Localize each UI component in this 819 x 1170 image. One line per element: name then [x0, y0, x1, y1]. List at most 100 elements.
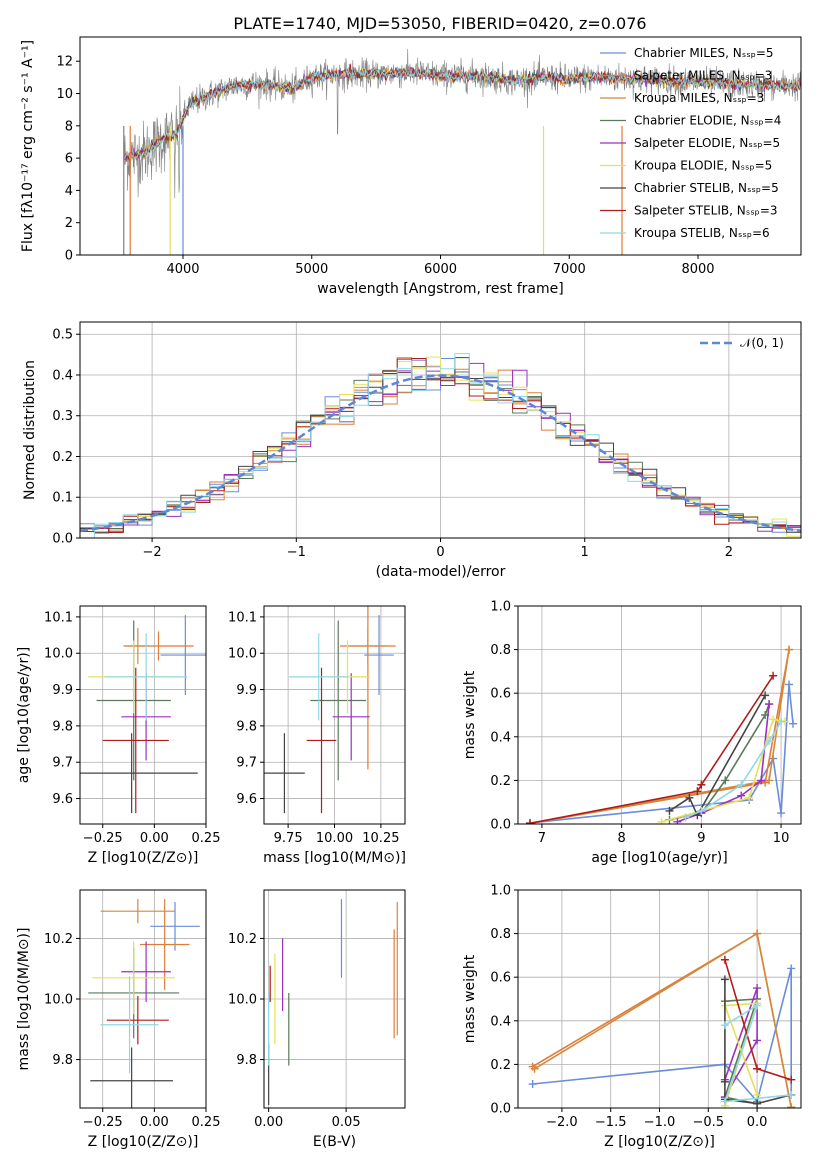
weight-marker [753, 1099, 762, 1108]
y-tick-label: 1.0 [490, 884, 511, 899]
x-tick-label: 4000 [166, 262, 199, 277]
weight-marker [720, 1077, 729, 1086]
x-tick-label: 0.0 [747, 1115, 768, 1130]
weight-marker [785, 680, 794, 689]
x-axis-label: (data-model)/error [376, 564, 506, 580]
y-tick-label: 10.1 [44, 610, 73, 625]
weight-marker [697, 780, 706, 789]
x-tick-label: −2.0 [546, 1115, 578, 1130]
y-tick-label: 0.5 [52, 328, 73, 343]
x-axis-label: Z [log10(Z/Z⊙)] [88, 850, 199, 866]
weight-marker [720, 975, 729, 984]
y-tick-label: 10 [56, 87, 73, 102]
weight-marker [753, 1001, 762, 1010]
y-tick-label: 0 [65, 249, 73, 264]
y-tick-label: 0.6 [490, 687, 511, 702]
x-tick-label: 10.00 [316, 831, 353, 846]
x-tick-label: −2 [143, 545, 162, 560]
y-tick-label: 10.2 [44, 932, 73, 947]
weight-marker [720, 1021, 729, 1030]
x-tick-label: 9.75 [274, 831, 303, 846]
y-tick-label: 6 [65, 152, 73, 167]
x-tick-label: −1.5 [595, 1115, 627, 1130]
chart-title: PLATE=1740, MJD=53050, FIBERID=0420, z=0… [233, 14, 646, 33]
weight-marker [785, 645, 794, 654]
weight-series [669, 703, 770, 821]
weight-series [724, 987, 758, 1098]
y-tick-label: 0.4 [52, 368, 73, 383]
y-tick-label: 9.7 [52, 756, 73, 771]
y-tick-label: 10.0 [44, 647, 73, 662]
y-axis-label: Flux [fλ10⁻¹⁷ erg cm⁻² s⁻¹ A⁻¹] [20, 40, 36, 252]
panel-1: −2 −1 0 1 2 0.0 0.1 0.2 0.3 0.4 0.5 (data-model)/er… [22, 321, 802, 580]
weight-marker [693, 787, 702, 796]
x-tick-label: 9 [697, 831, 705, 846]
weight-marker [753, 929, 762, 938]
weight-series [669, 695, 766, 818]
y-tick-label: 12 [56, 55, 73, 70]
y-tick-label: 9.8 [236, 1053, 257, 1068]
y-axis-label: mass weight [462, 670, 478, 759]
legend-label: Kroupa MILES, Nₛₛₚ=3 [634, 91, 764, 105]
y-tick-label: 10.2 [228, 932, 257, 947]
panel-6: 0.00 0.05 9.8 10.0 10.2 E(B-V) [228, 889, 406, 1150]
y-tick-label: 10.0 [44, 993, 73, 1008]
legend-label: Kroupa ELODIE, Nₛₛₚ=5 [634, 159, 772, 173]
x-tick-label: 7 [538, 831, 546, 846]
y-axis-label: mass weight [462, 954, 478, 1043]
weight-series [529, 675, 774, 824]
x-axis-label: mass [log10(M/M⊙)] [263, 850, 406, 866]
y-tick-label: 9.6 [236, 792, 257, 807]
x-tick-label: 6000 [424, 262, 457, 277]
weight-marker [789, 719, 798, 728]
x-tick-label: −1 [287, 545, 306, 560]
x-tick-label: −0.25 [83, 831, 123, 846]
weight-marker [530, 1064, 539, 1073]
x-tick-label: 0.00 [140, 1115, 169, 1130]
plot-area [264, 606, 396, 814]
x-axis-label: wavelength [Angstrom, rest frame] [317, 281, 563, 297]
y-tick-label: 0.1 [52, 491, 73, 506]
y-tick-label: 0.0 [52, 532, 73, 547]
y-tick-label: 0.4 [490, 730, 511, 745]
x-tick-label: 8 [617, 831, 625, 846]
weight-series [723, 1003, 792, 1103]
legend-label: Chabrier ELODIE, Nₛₛₚ=4 [634, 114, 781, 128]
x-tick-label: 0.00 [140, 831, 169, 846]
x-tick-label: 8000 [681, 262, 714, 277]
y-tick-label: 4 [65, 184, 73, 199]
weight-marker [787, 1075, 796, 1084]
y-tick-label: 0.8 [490, 643, 511, 658]
weight-marker [787, 1103, 796, 1108]
y-tick-label: 1.0 [490, 600, 511, 615]
normal-curve [80, 374, 801, 533]
weight-marker [697, 806, 706, 815]
panel-5: −0.25 0.00 0.25 9.8 10.0 10.2 Z [log10(Z/Z⊙)] m… [16, 889, 220, 1150]
axes-frame [79, 605, 207, 825]
x-tick-label: 0.05 [332, 1115, 361, 1130]
plot-area [88, 899, 200, 1108]
x-axis-label: Z [log10(Z/Z⊙)] [88, 1134, 199, 1150]
y-tick-label: 9.8 [52, 1053, 73, 1068]
weight-marker [737, 791, 746, 800]
plot-area [123, 48, 801, 255]
x-tick-label: 5000 [295, 262, 328, 277]
legend-label: 𝒩(0, 1) [740, 336, 784, 350]
panel-4: 7 8 9 10 0.0 0.2 0.4 0.6 0.8 1.0 age [log10(age/yr… [462, 600, 802, 866]
weight-marker [769, 715, 778, 724]
weight-series [724, 979, 792, 1105]
panel-3: 9.75 10.00 10.25 9.6 9.7 9.8 9.9 10.0 10.1 mass [… [228, 605, 406, 866]
y-tick-label: 10.1 [228, 610, 257, 625]
weight-marker [665, 806, 674, 815]
y-tick-label: 9.8 [236, 719, 257, 734]
y-tick-label: 2 [65, 216, 73, 231]
y-tick-label: 9.6 [52, 792, 73, 807]
y-tick-label: 0.0 [490, 1102, 511, 1117]
y-tick-label: 9.9 [52, 683, 73, 698]
y-tick-label: 9.8 [52, 719, 73, 734]
y-tick-label: 0.2 [52, 450, 73, 465]
x-tick-label: 2 [725, 545, 733, 560]
weight-marker [757, 776, 766, 785]
weight-marker [673, 817, 682, 824]
x-tick-label: 1 [581, 545, 589, 560]
